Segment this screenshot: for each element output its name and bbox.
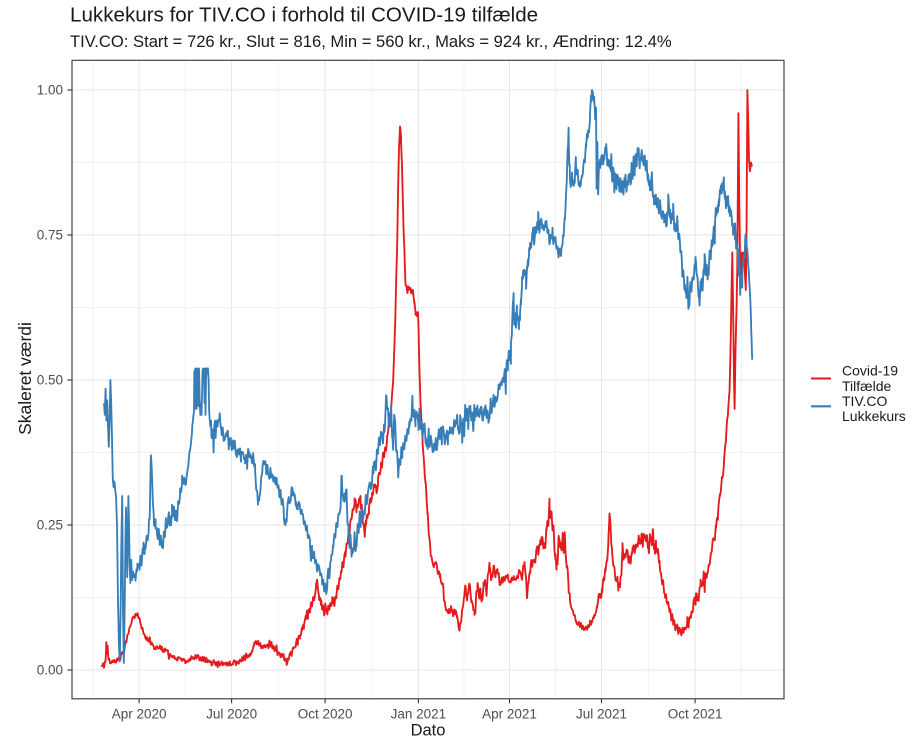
svg-text:Jan 2021: Jan 2021 (391, 707, 447, 722)
svg-text:Jul 2020: Jul 2020 (206, 707, 257, 722)
svg-text:Oct 2021: Oct 2021 (668, 707, 723, 722)
svg-text:Covid-19: Covid-19 (842, 363, 898, 379)
svg-text:Lukkekurs for TIV.CO i forhold: Lukkekurs for TIV.CO i forhold til COVID… (70, 4, 538, 27)
svg-text:Apr 2021: Apr 2021 (482, 707, 537, 722)
svg-text:Lukkekurs: Lukkekurs (842, 408, 906, 424)
svg-text:Dato: Dato (411, 722, 446, 740)
svg-text:TIV.CO: Start = 726 kr., Slut: TIV.CO: Start = 726 kr., Slut = 816, Min… (70, 32, 672, 51)
svg-text:0.50: 0.50 (37, 373, 63, 388)
svg-text:TIV.CO: TIV.CO (842, 393, 887, 409)
svg-text:Jul 2021: Jul 2021 (576, 707, 627, 722)
svg-text:Apr 2020: Apr 2020 (112, 707, 167, 722)
svg-text:Skaleret værdi: Skaleret værdi (15, 322, 35, 435)
svg-text:Tilfælde: Tilfælde (842, 378, 891, 394)
svg-text:0.75: 0.75 (37, 228, 63, 243)
svg-text:0.25: 0.25 (37, 518, 63, 533)
svg-text:Oct 2020: Oct 2020 (298, 707, 353, 722)
svg-text:1.00: 1.00 (37, 83, 63, 98)
svg-text:0.00: 0.00 (37, 663, 63, 678)
